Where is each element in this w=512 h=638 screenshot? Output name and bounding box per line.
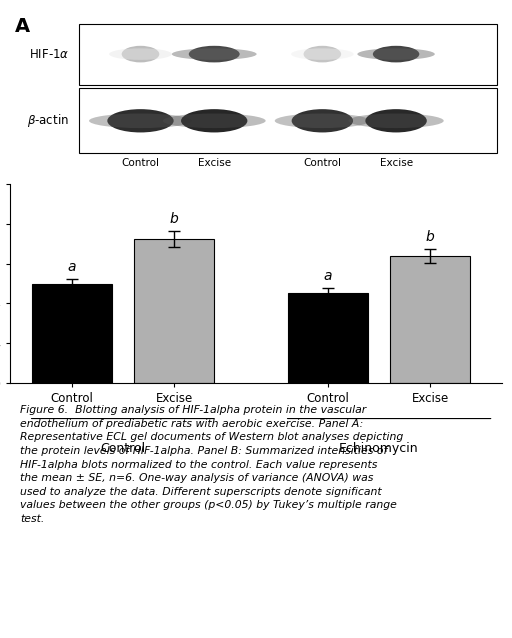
Ellipse shape bbox=[122, 46, 159, 63]
Text: Echinomycin: Echinomycin bbox=[339, 442, 419, 456]
Text: Control: Control bbox=[156, 198, 199, 211]
Ellipse shape bbox=[108, 109, 174, 133]
Text: b: b bbox=[169, 212, 179, 226]
Text: Control: Control bbox=[121, 158, 160, 168]
Text: Figure 6.  Blotting analysis of HIF-1alpha protein in the vascular
endothelium o: Figure 6. Blotting analysis of HIF-1alph… bbox=[20, 405, 403, 524]
Ellipse shape bbox=[275, 114, 370, 128]
Text: $\beta$-actin: $\beta$-actin bbox=[28, 112, 69, 130]
Text: A: A bbox=[15, 17, 30, 36]
Bar bbox=[288, 293, 368, 383]
Bar bbox=[79, 24, 497, 85]
Ellipse shape bbox=[89, 114, 192, 128]
Bar bbox=[32, 283, 112, 383]
Ellipse shape bbox=[291, 48, 354, 60]
Ellipse shape bbox=[373, 46, 419, 63]
Ellipse shape bbox=[304, 46, 341, 63]
Text: Excise: Excise bbox=[198, 158, 231, 168]
Bar bbox=[390, 256, 470, 383]
Ellipse shape bbox=[349, 114, 444, 128]
Text: b: b bbox=[425, 230, 435, 244]
Bar bbox=[134, 239, 214, 383]
Text: HIF-1$\alpha$: HIF-1$\alpha$ bbox=[29, 48, 69, 61]
Text: Control: Control bbox=[303, 158, 342, 168]
Ellipse shape bbox=[292, 109, 353, 133]
Ellipse shape bbox=[163, 114, 266, 128]
Ellipse shape bbox=[172, 48, 257, 60]
Ellipse shape bbox=[357, 48, 435, 60]
Ellipse shape bbox=[366, 109, 427, 133]
Ellipse shape bbox=[109, 48, 172, 60]
Text: Echinomycin: Echinomycin bbox=[322, 198, 397, 211]
Ellipse shape bbox=[181, 109, 247, 133]
Text: a: a bbox=[68, 260, 76, 274]
Text: Control: Control bbox=[100, 442, 145, 456]
Bar bbox=[79, 89, 497, 153]
Text: a: a bbox=[324, 269, 332, 283]
Text: Excise: Excise bbox=[379, 158, 413, 168]
Ellipse shape bbox=[189, 46, 240, 63]
